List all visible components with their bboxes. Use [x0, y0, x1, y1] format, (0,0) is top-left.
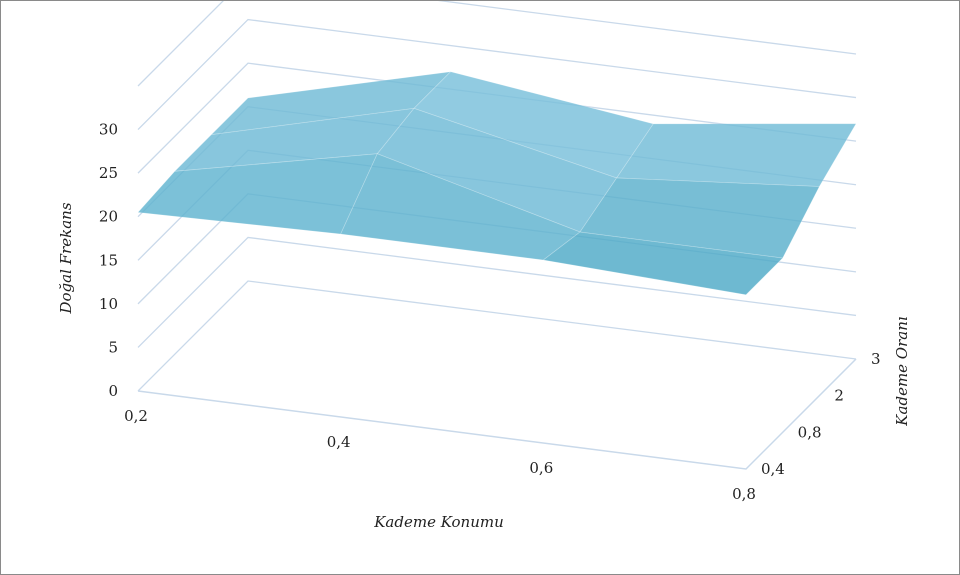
z-tick-label: 5 [108, 338, 118, 356]
x-tick-label: 0,2 [124, 407, 148, 425]
x-axis-title: Kademe Konumu [373, 513, 504, 531]
z-tick-label: 0 [108, 382, 118, 400]
z-tick-label: 15 [99, 251, 118, 269]
z-tick-label: 30 [99, 121, 118, 139]
x-tick-label: 0,4 [327, 433, 351, 451]
z-axis-title: Doğal Frekans [57, 202, 75, 314]
z-gridline [137, 236, 857, 348]
y-tick-label: 0,4 [761, 460, 785, 478]
z-tick-label: 10 [99, 295, 118, 313]
z-tick-label: 25 [99, 164, 118, 182]
z-gridline [137, 280, 857, 392]
z-tick-label: 20 [99, 208, 118, 226]
z-gridline [137, 18, 857, 131]
surface-patch [137, 153, 378, 235]
y-tick-label: 3 [871, 350, 881, 368]
surface-patch [542, 231, 784, 296]
z-gridline [137, 62, 857, 174]
x-tick-label: 0,6 [529, 459, 553, 477]
x-tick-label: 0,8 [732, 485, 756, 503]
surface-plot [137, 71, 857, 296]
z-gridline [137, 1, 857, 87]
y-axis-title: Kademe Oranı [893, 316, 911, 426]
floor-axes [137, 358, 857, 470]
surface-patch [615, 123, 857, 187]
y-tick-label: 2 [834, 387, 844, 405]
y-tick-label: 0,8 [798, 423, 822, 441]
tick-labels: 0 5 10 15 20 25 30 0,2 0,4 0,6 0,8 0,4 0,8 2 3 [99, 121, 881, 503]
